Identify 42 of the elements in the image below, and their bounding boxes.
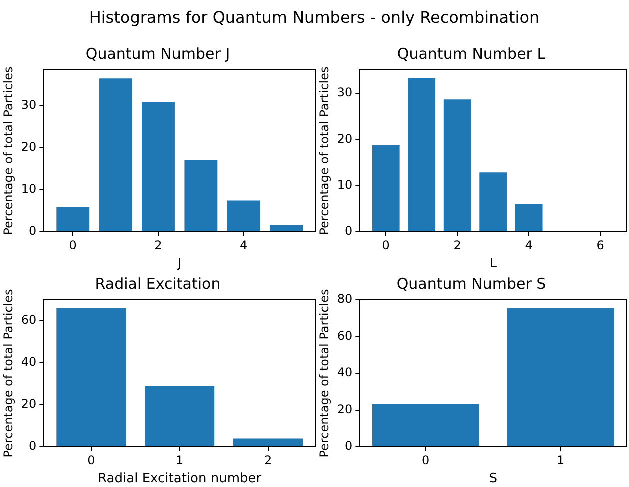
y-tick-label: 0 [345,439,353,454]
y-tick-label: 80 [337,292,353,306]
y-tick-label: 20 [337,402,353,416]
y-axis-title: Percentage of total Particles [1,66,16,236]
x-tick-label: 1 [176,453,184,468]
x-tick-label: 4 [525,238,533,252]
x-axis-title: L [490,256,498,272]
chart-title: Quantum Number L [397,44,546,63]
chart-title: Radial Excitation [95,274,221,293]
x-tick-label: 2 [154,238,162,252]
x-tick-label: 4 [240,238,248,252]
x-tick-label: 2 [264,453,272,468]
y-tick-label: 60 [21,312,37,327]
y-tick-label: 40 [337,366,353,380]
chart-title: Quantum Number J [86,44,230,63]
y-tick-label: 20 [21,397,37,412]
x-axis-title: J [176,256,182,272]
y-tick-label: 0 [29,439,37,454]
x-tick-label: 0 [422,453,430,468]
y-tick-label: 60 [337,328,353,343]
x-tick-label: 2 [454,238,462,252]
y-tick-label: 0 [29,224,37,238]
text: Histograms for Quantum Numbers - only Recombination [88,8,541,27]
y-axis-title: Percentage of total Particles [317,289,332,458]
x-tick-label: 0 [382,238,390,252]
y-tick-label: 10 [21,182,37,196]
y-tick-label: 20 [21,140,37,154]
x-tick-label: 0 [69,238,77,252]
x-tick-label: 1 [557,453,565,468]
y-tick-label: 30 [337,86,353,100]
y-tick-label: 40 [21,355,37,370]
y-axis-title: Percentage of total Particles [317,66,332,236]
y-tick-label: 20 [337,132,353,146]
chart-title: Quantum Number S [396,274,546,293]
y-tick-label: 0 [345,224,353,238]
x-tick-label: 6 [596,238,604,252]
y-tick-label: 30 [21,98,37,112]
x-axis-title: Radial Excitation number [98,472,262,487]
y-axis-title: Percentage of total Particles [1,289,16,458]
y-tick-label: 10 [337,178,353,192]
x-tick-label: 0 [88,453,96,468]
x-axis-title: S [489,472,498,487]
